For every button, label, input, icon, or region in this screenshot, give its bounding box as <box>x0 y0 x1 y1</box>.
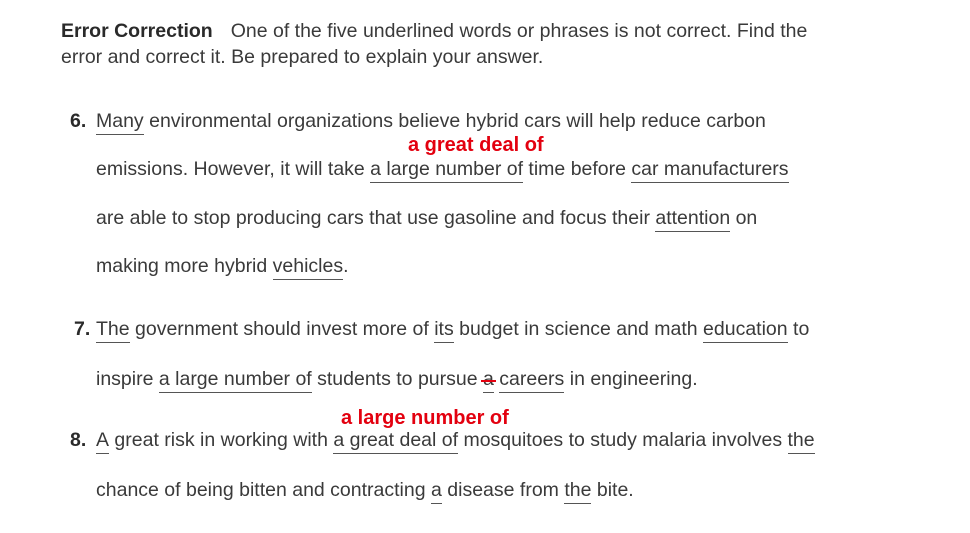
item-6-line-3: are able to stop producing cars that use… <box>96 205 757 232</box>
item-6-line-1: Many environmental organizations believe… <box>96 108 766 135</box>
text-run: disease from <box>441 479 565 501</box>
underlined-phrase: A <box>96 429 110 454</box>
item-6-line-2: emissions. However, it will take a large… <box>96 156 789 183</box>
text-run: mosquitoes to study malaria involves <box>458 429 788 451</box>
text-run: on <box>730 207 758 229</box>
text-run: emissions. However, it will take <box>96 158 371 180</box>
underlined-phrase: vehicles <box>272 255 344 280</box>
item-7-line-2: inspire a large number of students to pu… <box>96 366 698 393</box>
underlined-phrase: education <box>703 318 788 343</box>
text-run: to <box>787 318 810 340</box>
instructions-text: One of the five underlined words or phra… <box>230 20 808 42</box>
handwritten-correction: a great deal of <box>408 134 544 156</box>
struck-out-word: a <box>481 368 496 393</box>
text-run: making more hybrid <box>96 255 273 277</box>
text-run: students to pursue <box>311 368 483 390</box>
handwritten-correction: a large number of <box>341 407 509 429</box>
item-number: 6. <box>70 110 87 132</box>
item-number: 7. <box>74 318 91 340</box>
underlined-phrase: the <box>564 479 592 504</box>
text-run: bite. <box>591 479 634 501</box>
item-6-line-4: making more hybrid vehicles. <box>96 253 349 280</box>
text-run: in engineering. <box>564 368 698 390</box>
text-run: budget in science and math <box>453 318 704 340</box>
underlined-phrase: careers <box>499 368 565 393</box>
underlined-phrase: The <box>96 318 130 343</box>
item-8-line-1: A great risk in working with a great dea… <box>96 427 815 454</box>
item-7-line-1: The government should invest more of its… <box>96 316 809 343</box>
underlined-phrase: a <box>431 479 442 504</box>
underlined-phrase: attention <box>655 207 731 232</box>
section-title: Error Correction <box>61 20 213 42</box>
underlined-phrase: a large number of <box>370 158 524 183</box>
text-run: environmental organizations believe hybr… <box>143 110 766 132</box>
item-number: 8. <box>70 429 87 451</box>
underlined-phrase: Many <box>96 110 144 135</box>
text-run: are able to stop producing cars that use… <box>96 207 656 229</box>
text-run: . <box>343 255 349 277</box>
underlined-phrase: the <box>787 429 815 454</box>
underlined-phrase: a large number of <box>158 368 312 393</box>
text-run: chance of being bitten and contracting <box>96 479 431 501</box>
text-run: great risk in working with <box>109 429 334 451</box>
underlined-phrase: a great deal of <box>333 429 459 454</box>
text-run: government should invest more of <box>129 318 435 340</box>
instructions-line-2: error and correct it. Be prepared to exp… <box>61 46 544 68</box>
underlined-phrase: car manufacturers <box>631 158 789 183</box>
text-run: time before <box>523 158 632 180</box>
item-8-line-2: chance of being bitten and contracting a… <box>96 477 634 504</box>
instructions-line-1: Error Correction One of the five underlin… <box>61 18 807 44</box>
underlined-phrase: its <box>434 318 454 343</box>
text-run: inspire <box>96 368 159 390</box>
